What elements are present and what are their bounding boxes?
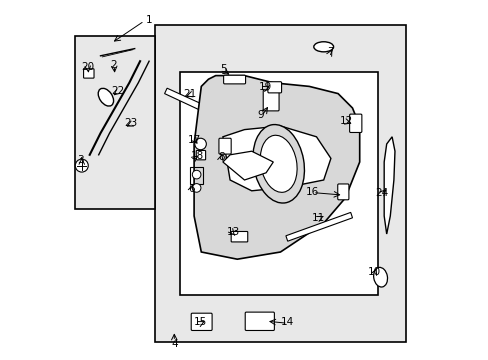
FancyBboxPatch shape (349, 114, 361, 132)
Polygon shape (285, 212, 352, 241)
Polygon shape (223, 151, 273, 180)
Text: 24: 24 (375, 188, 388, 198)
Text: 5: 5 (220, 64, 226, 74)
Text: 14: 14 (280, 317, 293, 327)
Polygon shape (223, 126, 330, 191)
Text: 13: 13 (226, 227, 239, 237)
FancyBboxPatch shape (337, 184, 348, 200)
Text: 4: 4 (171, 339, 177, 349)
Ellipse shape (373, 267, 386, 287)
Text: 15: 15 (194, 317, 207, 327)
FancyBboxPatch shape (231, 231, 247, 242)
Text: 3: 3 (77, 155, 84, 165)
Ellipse shape (98, 88, 113, 106)
Bar (154, 25, 406, 342)
Polygon shape (384, 137, 394, 234)
Ellipse shape (260, 135, 297, 192)
Text: 20: 20 (81, 62, 94, 72)
Bar (179, 72, 377, 295)
FancyBboxPatch shape (196, 150, 205, 160)
FancyBboxPatch shape (267, 82, 281, 93)
FancyBboxPatch shape (263, 90, 279, 111)
Text: 1: 1 (145, 15, 152, 25)
Bar (189, 167, 203, 184)
FancyBboxPatch shape (223, 75, 245, 84)
Text: 11: 11 (311, 213, 324, 223)
Text: 17: 17 (188, 135, 201, 145)
Ellipse shape (313, 42, 333, 52)
Text: 22: 22 (111, 86, 124, 96)
Text: 8: 8 (217, 152, 224, 162)
Polygon shape (164, 88, 206, 112)
Text: 23: 23 (124, 118, 138, 128)
Circle shape (194, 138, 206, 150)
Text: 7: 7 (326, 47, 333, 57)
Text: 18: 18 (190, 150, 203, 161)
FancyBboxPatch shape (219, 138, 231, 154)
Text: 21: 21 (183, 89, 196, 99)
Text: 6: 6 (188, 184, 195, 194)
Text: 16: 16 (305, 186, 318, 197)
Text: 9: 9 (257, 110, 264, 120)
Text: 10: 10 (367, 267, 381, 277)
Bar (75, 36, 154, 209)
Circle shape (192, 184, 201, 192)
Circle shape (192, 170, 201, 179)
Text: 19: 19 (258, 82, 271, 92)
FancyBboxPatch shape (244, 312, 274, 330)
Text: 2: 2 (110, 60, 116, 70)
FancyBboxPatch shape (83, 69, 94, 78)
Circle shape (75, 159, 88, 172)
FancyBboxPatch shape (191, 313, 212, 330)
Polygon shape (194, 76, 359, 259)
Ellipse shape (252, 125, 304, 203)
Text: 12: 12 (339, 116, 352, 126)
